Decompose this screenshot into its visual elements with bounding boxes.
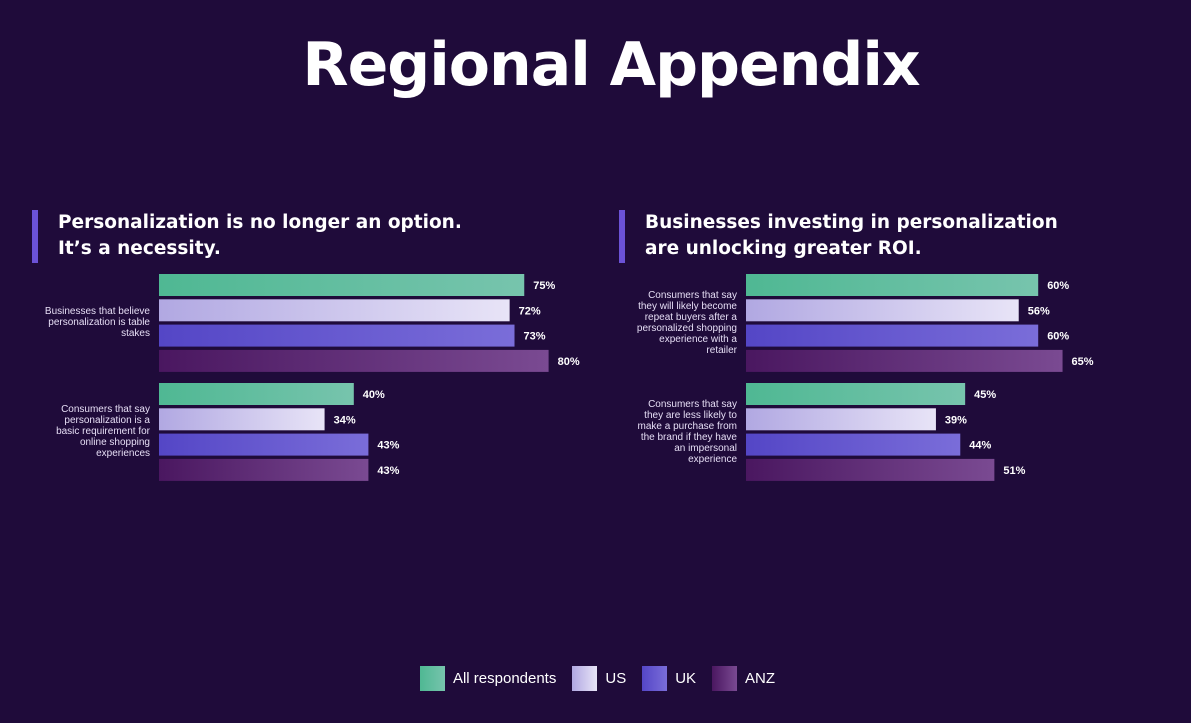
bar-left-group2-anz bbox=[159, 458, 369, 481]
value-label-right-group2-all-respondents: 45% bbox=[974, 389, 996, 401]
value-label-right-group1-uk: 60% bbox=[1047, 331, 1069, 343]
bar-right-group2-all-respondents bbox=[746, 383, 966, 405]
legend-swatch-anz bbox=[712, 666, 738, 691]
value-label-left-group1-us: 72% bbox=[519, 305, 541, 317]
bar-left-group2-us bbox=[159, 408, 325, 431]
legend-swatch-all-respondents bbox=[419, 666, 445, 691]
value-label-left-group2-uk: 43% bbox=[377, 440, 399, 452]
bar-right-group2-anz bbox=[746, 458, 995, 481]
category-label-line: Consumers that say bbox=[648, 289, 737, 301]
category-label-line: repeat buyers after a bbox=[644, 311, 737, 323]
bar-right-group1-all-respondents bbox=[746, 274, 1039, 296]
value-label-right-group2-anz: 51% bbox=[1003, 465, 1025, 477]
category-label-line: basic requirement for bbox=[56, 426, 150, 438]
legend-item-anz: ANZ bbox=[712, 666, 775, 691]
category-label-line: experience bbox=[688, 453, 737, 465]
chart-right: 60% 56% 60% 65% 45% 39% 44% 51% bbox=[746, 274, 1094, 481]
bar-left-group1-all-respondents bbox=[159, 274, 525, 296]
value-label-left-group2-all-respondents: 40% bbox=[363, 389, 385, 401]
category-label-line: stakes bbox=[121, 328, 150, 340]
legend-item-uk: UK bbox=[642, 666, 696, 691]
bar-left-group2-all-respondents bbox=[159, 383, 354, 405]
chart-right-heading: Businesses investing in personalization … bbox=[619, 210, 1069, 263]
page-title: Regional Appendix bbox=[302, 30, 920, 100]
value-label-left-group1-anz: 80% bbox=[558, 356, 580, 368]
legend-item-all-respondents: All respondents bbox=[419, 666, 557, 691]
legend-label-uk: UK bbox=[675, 670, 697, 687]
chart-left: 75% 72% 73% 80% 40% 34% 43% 43% bbox=[159, 274, 580, 481]
legend-label-us: US bbox=[605, 670, 627, 687]
category-label-right-group1: Consumers that say they will likely becom… bbox=[587, 290, 737, 356]
category-label-line: personalization is a bbox=[64, 415, 150, 427]
category-label-line: the brand if they have bbox=[640, 431, 737, 443]
legend-label-all-respondents: All respondents bbox=[452, 670, 557, 687]
category-label-line: experience with a bbox=[659, 333, 737, 345]
category-label-line: retailer bbox=[706, 344, 737, 356]
category-label-line: they are less likely to bbox=[644, 409, 737, 421]
legend-swatch-us bbox=[572, 666, 598, 691]
bar-left-group2-uk bbox=[159, 433, 369, 456]
value-label-left-group2-us: 34% bbox=[334, 414, 356, 426]
legend-swatch-uk bbox=[642, 666, 668, 691]
value-label-right-group2-uk: 44% bbox=[969, 440, 991, 452]
legend-label-anz: ANZ bbox=[745, 670, 776, 687]
category-label-line: make a purchase from bbox=[637, 420, 738, 432]
value-label-left-group1-all-respondents: 75% bbox=[533, 280, 555, 292]
value-label-right-group1-us: 56% bbox=[1028, 305, 1050, 317]
bar-right-group2-us bbox=[746, 408, 936, 431]
value-label-right-group2-us: 39% bbox=[945, 414, 967, 426]
category-label-right-group2: Consumers that say they are less likely t… bbox=[587, 398, 738, 465]
category-label-left-group1: Businesses that believe personalization i… bbox=[0, 306, 150, 339]
bar-right-group2-uk bbox=[746, 433, 961, 456]
value-label-right-group1-anz: 65% bbox=[1072, 356, 1094, 368]
category-label-line: online shopping bbox=[79, 437, 150, 449]
category-label-line: personalized shopping bbox=[636, 322, 737, 334]
value-label-left-group2-anz: 43% bbox=[377, 465, 399, 477]
bar-left-group1-uk bbox=[159, 324, 515, 347]
category-label-line: Businesses that believe bbox=[44, 306, 150, 318]
legend: All respondents US UK ANZ bbox=[0, 666, 1191, 691]
category-label-line: an impersonal bbox=[674, 442, 737, 454]
category-label-line: Consumers that say bbox=[61, 404, 150, 416]
bar-right-group1-us bbox=[746, 299, 1019, 322]
bar-left-group1-us bbox=[159, 299, 510, 322]
category-label-line: they will likely become bbox=[638, 300, 737, 312]
bar-right-group1-uk bbox=[746, 324, 1039, 347]
bar-left-group1-anz bbox=[159, 349, 549, 372]
value-label-right-group1-all-respondents: 60% bbox=[1047, 280, 1069, 292]
chart-left-heading: Personalization is no longer an option. … bbox=[32, 210, 482, 263]
value-label-left-group1-uk: 73% bbox=[524, 331, 546, 343]
category-label-line: Consumers that say bbox=[648, 398, 737, 410]
legend-item-us: US bbox=[572, 666, 626, 691]
bar-right-group1-anz bbox=[746, 349, 1063, 372]
category-label-left-group2: Consumers that say personalization is a ba… bbox=[0, 404, 150, 459]
category-label-line: experiences bbox=[96, 448, 150, 460]
category-label-line: personalization is table bbox=[48, 317, 150, 329]
